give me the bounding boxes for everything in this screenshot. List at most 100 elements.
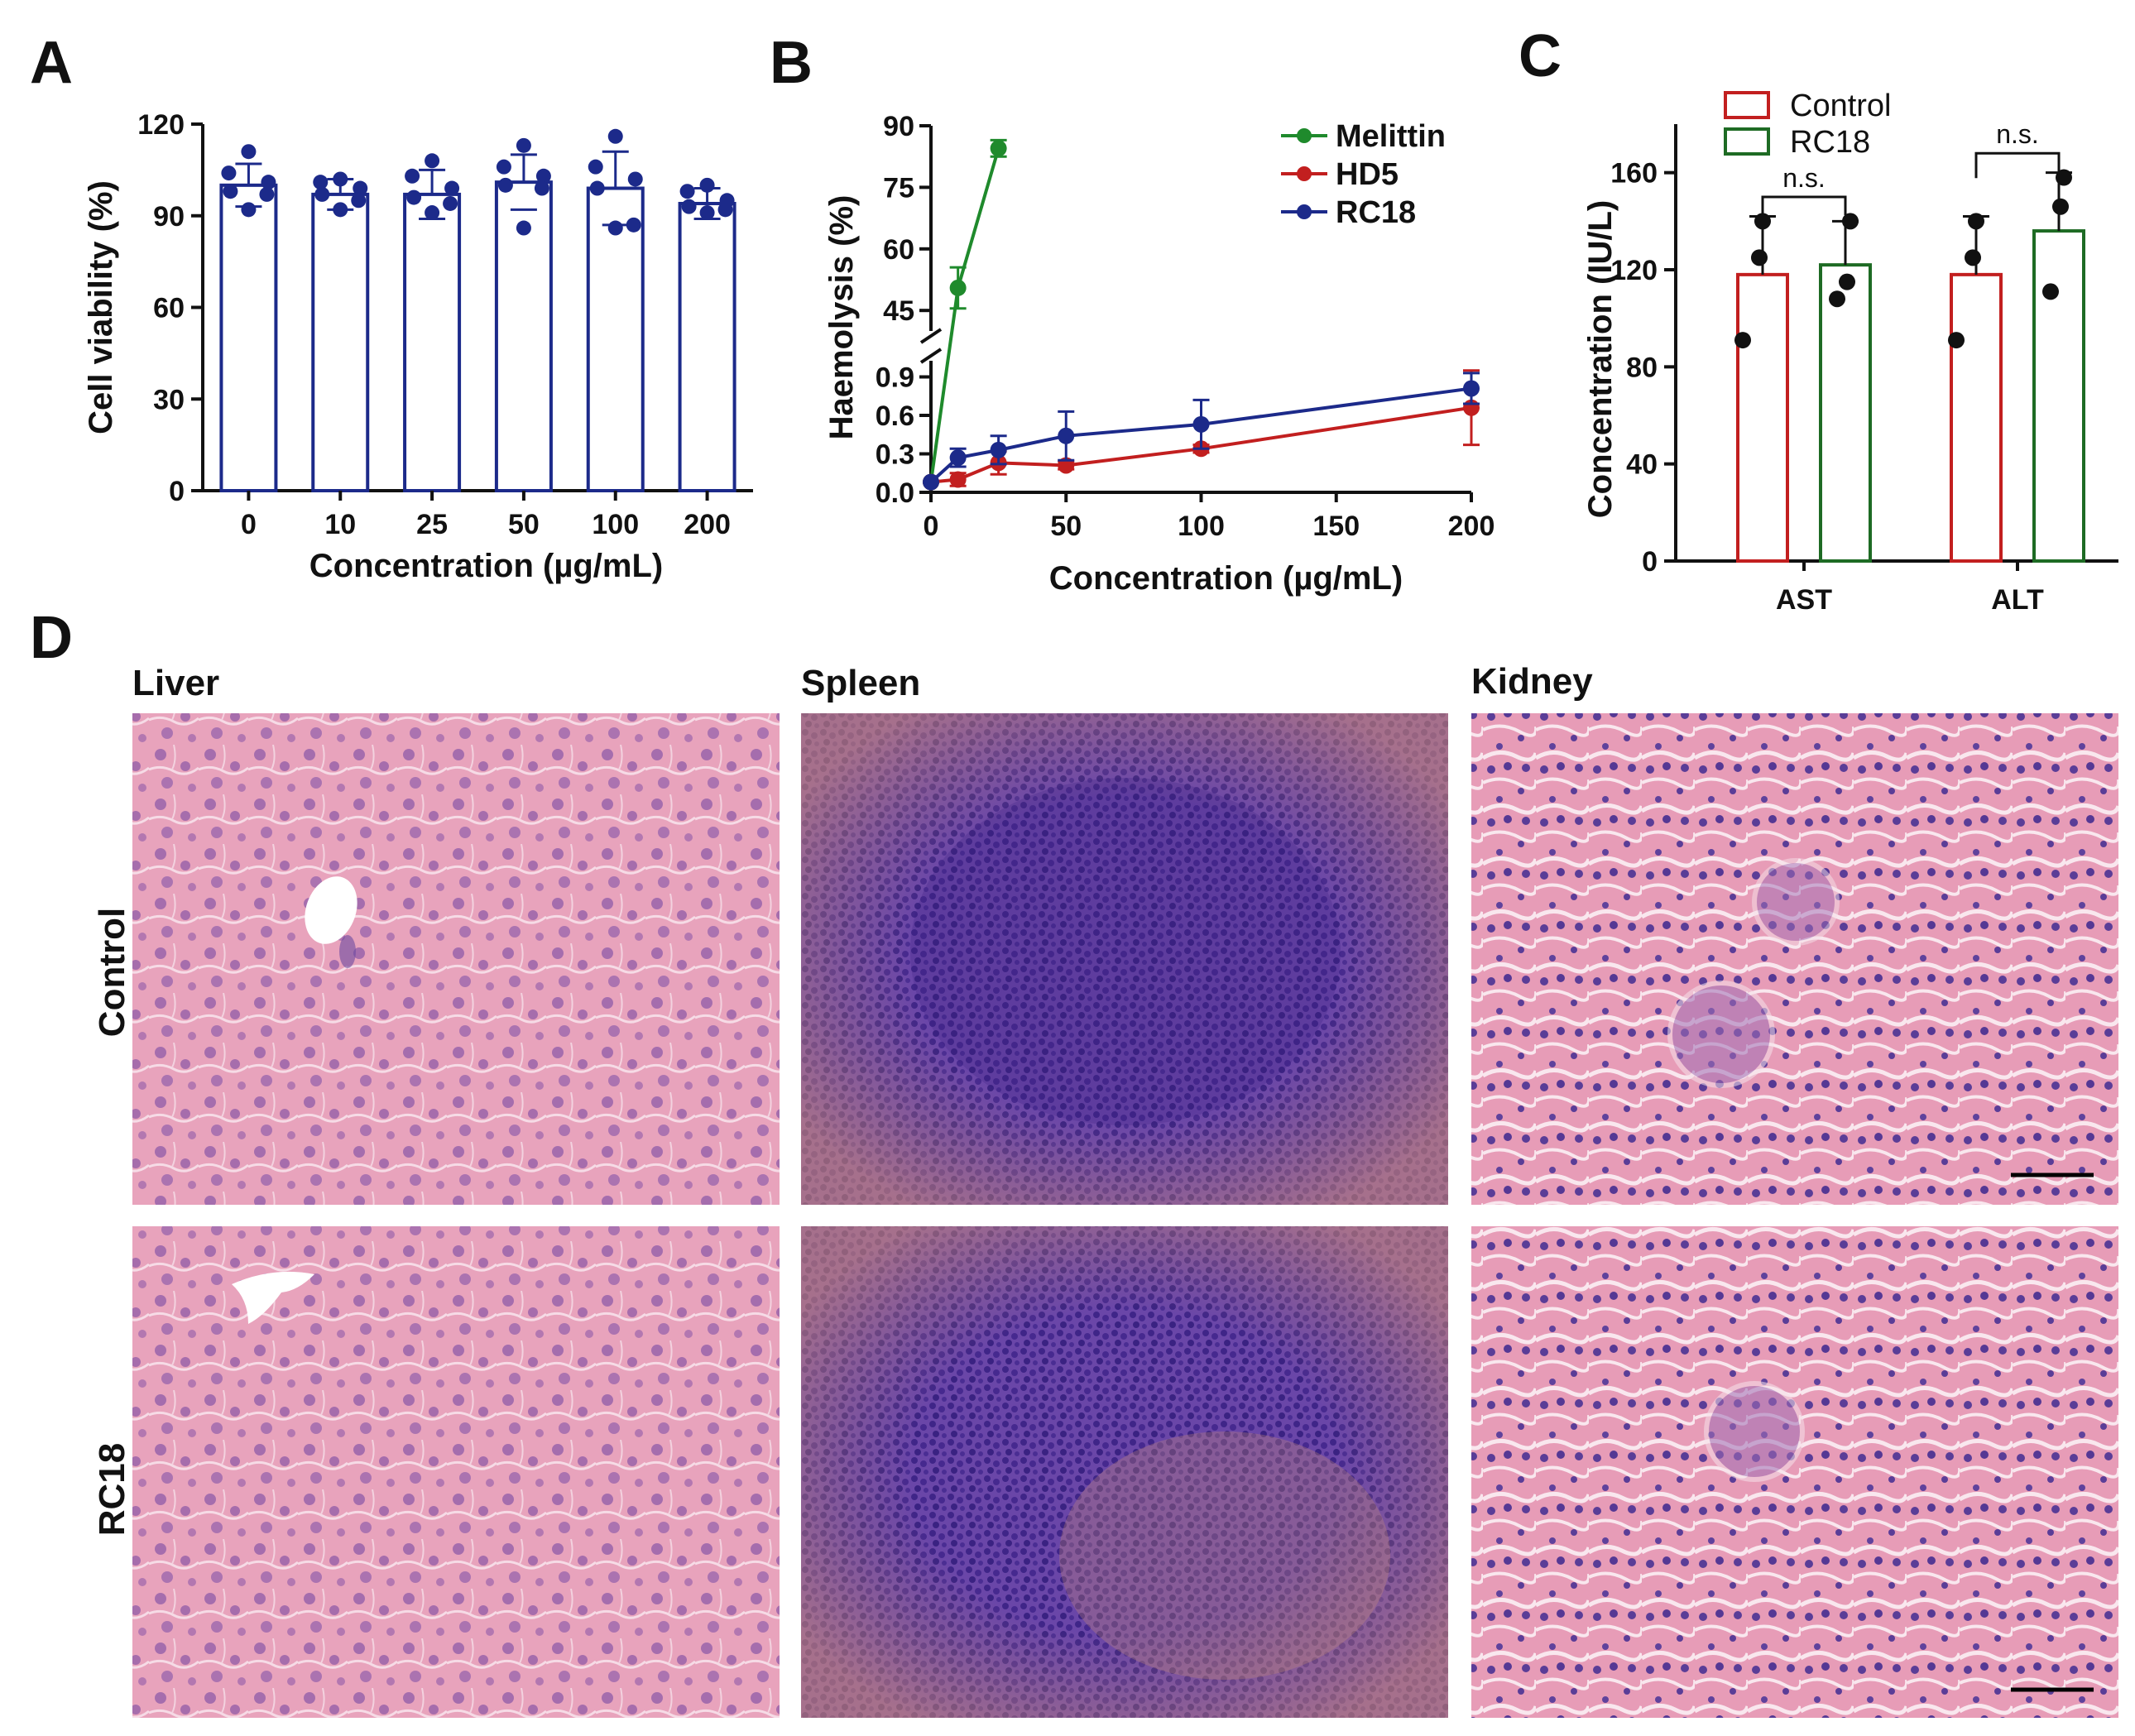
data-point: [353, 180, 368, 196]
legend-marker: [1297, 204, 1312, 219]
y-tick-label: 60: [153, 293, 185, 324]
data-point: [627, 171, 643, 187]
legend-marker: [1297, 166, 1312, 181]
data-point: [607, 220, 623, 236]
data-point: [1842, 213, 1859, 230]
y-tick-label: 90: [883, 111, 914, 142]
micrograph-spleen-rc18: [801, 1226, 1448, 1718]
bar: [1819, 263, 1872, 563]
legend-label: HD5: [1336, 157, 1399, 192]
data-point: [333, 202, 348, 218]
data-point: [588, 159, 603, 175]
data-point: [681, 199, 697, 214]
data-point: [1968, 213, 1984, 230]
data-point: [333, 171, 348, 187]
x-tick-label: 0: [924, 511, 939, 542]
data-point: [261, 175, 276, 190]
y-tick-label: 0.3: [876, 439, 914, 471]
data-point: [1829, 290, 1845, 308]
legend-label: Control: [1790, 89, 1892, 123]
bar: [311, 192, 370, 493]
series-line: [929, 147, 1000, 482]
y-tick-label: 40: [1626, 449, 1658, 481]
y-axis-title: Concentration (IU/L): [1582, 200, 1619, 518]
legend-label: RC18: [1336, 195, 1416, 230]
data-point: [2042, 283, 2059, 300]
legend-marker: [1297, 128, 1312, 143]
data-point: [949, 279, 967, 296]
panel-d: D Liver Spleen Kidney Control RC18: [30, 605, 2118, 1718]
bar: [403, 192, 462, 493]
x-tick-label: 100: [592, 509, 639, 540]
data-point: [949, 471, 967, 488]
y-tick-label: 160: [1610, 158, 1658, 189]
data-point: [259, 186, 275, 202]
data-point: [1948, 332, 1965, 349]
data-point: [699, 177, 715, 193]
column-label-kidney: Kidney: [1471, 661, 1593, 702]
y-tick-label: 80: [1626, 352, 1658, 383]
y-tick-label: 75: [883, 172, 914, 204]
data-point: [443, 195, 458, 211]
data-point: [626, 217, 641, 233]
bar: [2032, 229, 2085, 563]
data-point: [923, 473, 939, 491]
data-point: [223, 184, 238, 199]
data-point: [351, 193, 367, 209]
y-tick-label: 0.6: [876, 400, 914, 432]
column-label-spleen: Spleen: [801, 663, 920, 703]
data-point: [1839, 273, 1855, 290]
bar: [678, 201, 736, 492]
data-point: [717, 202, 733, 218]
legend-label: RC18: [1790, 125, 1870, 160]
data-point: [1734, 332, 1751, 349]
data-point: [699, 205, 715, 221]
panel-letter-a: A: [30, 30, 73, 96]
x-tick-label: 25: [416, 509, 448, 540]
data-point: [589, 180, 605, 196]
significance-bracket: [1974, 151, 2061, 179]
panel-letter-c: C: [1518, 23, 1562, 89]
data-point: [497, 177, 513, 193]
y-tick-label: 0.0: [876, 477, 914, 509]
legend-swatch: [1724, 91, 1770, 119]
y-axis-title: Cell viability (%): [83, 180, 119, 434]
data-point: [990, 140, 1007, 157]
significance-bracket: [1761, 195, 1847, 222]
y-tick-label: 0.9: [876, 362, 914, 394]
micrograph-spleen-control: [801, 713, 1448, 1205]
data-point: [2052, 198, 2069, 215]
chart-a: 0 30 60 90 120 0 10 25 50 100 200 Concentration (µg…: [83, 109, 753, 584]
micrograph-kidney-control: [1471, 713, 2118, 1205]
data-point: [990, 441, 1007, 458]
x-axis-title: Concentration (µg/mL): [1049, 560, 1403, 597]
data-point: [405, 168, 420, 184]
row-label-rc18: RC18: [92, 1443, 132, 1537]
y-tick-label: 0: [169, 476, 185, 507]
data-point: [1463, 380, 1480, 397]
y-tick-label: 30: [153, 384, 185, 415]
data-point: [425, 205, 440, 221]
y-tick-label: 90: [153, 201, 185, 233]
x-tick-label: 200: [684, 509, 731, 540]
x-tick-label: AST: [1776, 584, 1832, 616]
y-axis-title: Haemolysis (%): [823, 195, 860, 440]
panel-letter-b: B: [770, 30, 813, 96]
panel-a: A 0 30 60 90 120 0 10 25 50 100 200 Concentration (…: [30, 30, 753, 584]
x-tick-label: 100: [1178, 511, 1225, 542]
data-point: [1192, 415, 1210, 433]
micrograph-kidney-rc18: [1471, 1226, 2118, 1718]
data-point: [516, 137, 531, 153]
row-label-control: Control: [92, 908, 132, 1037]
data-point: [535, 168, 551, 184]
micrograph-liver-rc18: [132, 1226, 780, 1718]
significance-label: n.s.: [1996, 119, 2039, 149]
bar: [1736, 272, 1789, 563]
data-point: [679, 184, 695, 199]
panel-letter-d: D: [30, 605, 73, 671]
legend-label: Melittin: [1336, 119, 1446, 154]
data-point: [1751, 249, 1768, 266]
